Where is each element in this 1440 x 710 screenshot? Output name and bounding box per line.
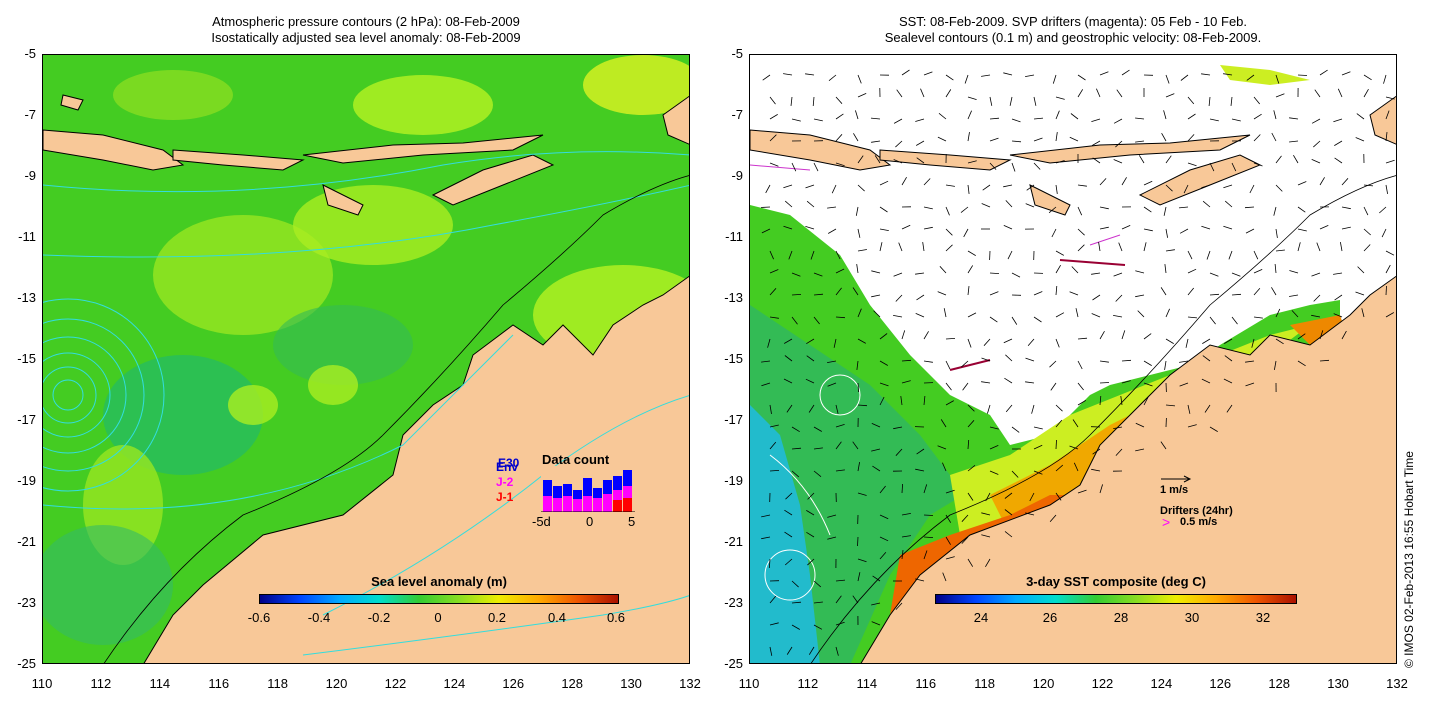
right-cbar-tick-2: 28 <box>1113 610 1129 625</box>
legend-xtick-0: 0 <box>586 514 594 529</box>
right-ytick: -5 <box>731 46 743 61</box>
right-xtick: 130 <box>1327 676 1349 691</box>
sst-map <box>750 55 1396 663</box>
left-colorbar <box>259 594 619 604</box>
legend-label-env: Env <box>496 460 519 474</box>
drifter-scale-label: 0.5 m/s <box>1180 516 1218 528</box>
legend-label-j1: J-1 <box>496 490 514 504</box>
right-ytick: -25 <box>724 656 743 671</box>
right-xtick: 122 <box>1091 676 1114 691</box>
left-xtick: 116 <box>208 676 230 691</box>
legend-label-e30: E30 <box>498 456 520 470</box>
histogram-bars <box>543 470 632 512</box>
right-xtick: 114 <box>856 676 878 691</box>
left-cbar-tick-2: -0.2 <box>367 610 391 625</box>
right-ytick: -15 <box>724 351 743 366</box>
left-title-line1: Atmospheric pressure contours (2 hPa): 0… <box>212 14 520 29</box>
right-map[interactable] <box>749 54 1397 664</box>
right-xtick: 126 <box>1209 676 1232 691</box>
left-colorbar-title: Sea level anomaly (m) <box>371 574 507 589</box>
right-ytick: -23 <box>724 595 743 610</box>
right-ytick: -9 <box>731 168 743 183</box>
left-xtick: 130 <box>620 676 642 691</box>
right-xtick: 124 <box>1150 676 1173 691</box>
right-xtick: 118 <box>974 676 995 691</box>
left-cbar-tick-1: -0.4 <box>307 610 331 625</box>
geostrophic-velocity-arrows <box>760 69 1395 656</box>
left-ytick: -25 <box>17 656 36 671</box>
right-cbar-tick-3: 30 <box>1184 610 1200 625</box>
left-ytick: -7 <box>24 107 36 122</box>
left-ytick: -15 <box>17 351 36 366</box>
left-cbar-tick-6: 0.6 <box>606 610 626 625</box>
left-ytick: -11 <box>18 229 36 244</box>
data-count-histogram <box>541 466 635 512</box>
left-xtick: 124 <box>443 676 466 691</box>
legend-title: Data count <box>542 452 610 467</box>
drifter-legend-title: Drifters (24hr) <box>1160 505 1233 517</box>
right-colorbar-title: 3-day SST composite (deg C) <box>1026 574 1206 589</box>
left-cbar-tick-4: 0.2 <box>487 610 507 625</box>
right-title-line2: Sealevel contours (0.1 m) and geostrophi… <box>884 30 1262 45</box>
right-ytick: -11 <box>725 229 743 244</box>
right-cbar-tick-0: 24 <box>973 610 989 625</box>
left-title-line2: Isostatically adjusted sea level anomaly… <box>211 30 521 45</box>
left-ytick: -5 <box>24 46 36 61</box>
left-cbar-tick-0: -0.6 <box>247 610 271 625</box>
right-ytick: -21 <box>724 534 743 549</box>
left-xtick: 120 <box>325 676 348 691</box>
left-ytick: -13 <box>17 290 36 305</box>
right-xtick: 112 <box>797 676 819 691</box>
legend-xtick-minus5d: -5d <box>532 514 551 529</box>
copyright-text: © IMOS 02-Feb-2013 16:55 Hobart Time <box>1402 451 1416 668</box>
left-xtick: 132 <box>679 676 701 691</box>
right-cbar-tick-1: 26 <box>1042 610 1058 625</box>
left-ytick: -19 <box>17 473 36 488</box>
right-ytick: -19 <box>724 473 743 488</box>
right-title-line1: SST: 08-Feb-2009. SVP drifters (magenta)… <box>898 14 1248 29</box>
right-colorbar <box>935 594 1297 604</box>
right-xtick: 110 <box>738 676 760 691</box>
left-xtick: 110 <box>31 676 53 691</box>
left-xtick: 122 <box>384 676 407 691</box>
sea-level-anomaly-map <box>43 55 689 663</box>
left-xtick: 114 <box>149 676 171 691</box>
left-xtick: 112 <box>90 676 112 691</box>
drifter-arrow-icon: > <box>1162 514 1171 530</box>
left-ytick: -9 <box>24 168 36 183</box>
left-map[interactable] <box>42 54 690 664</box>
left-ytick: -23 <box>17 595 36 610</box>
velocity-scale-arrow <box>1161 475 1192 483</box>
left-cbar-tick-5: 0.4 <box>547 610 567 625</box>
velocity-scale-label: 1 m/s <box>1160 484 1189 496</box>
right-ytick: -17 <box>724 412 743 427</box>
left-xtick: 118 <box>267 676 288 691</box>
left-ytick: -21 <box>17 534 36 549</box>
left-xtick: 126 <box>502 676 525 691</box>
legend-label-j2: J-2 <box>496 475 514 489</box>
right-xtick: 120 <box>1032 676 1055 691</box>
left-cbar-tick-3: 0 <box>434 610 442 625</box>
left-xtick: 128 <box>561 676 584 691</box>
legend-xtick-5: 5 <box>628 514 636 529</box>
left-ytick: -17 <box>17 412 36 427</box>
right-ytick: -7 <box>731 107 743 122</box>
right-xtick: 128 <box>1268 676 1291 691</box>
right-xtick: 132 <box>1386 676 1408 691</box>
right-ytick: -13 <box>724 290 743 305</box>
right-xtick: 116 <box>915 676 937 691</box>
right-cbar-tick-4: 32 <box>1255 610 1271 625</box>
